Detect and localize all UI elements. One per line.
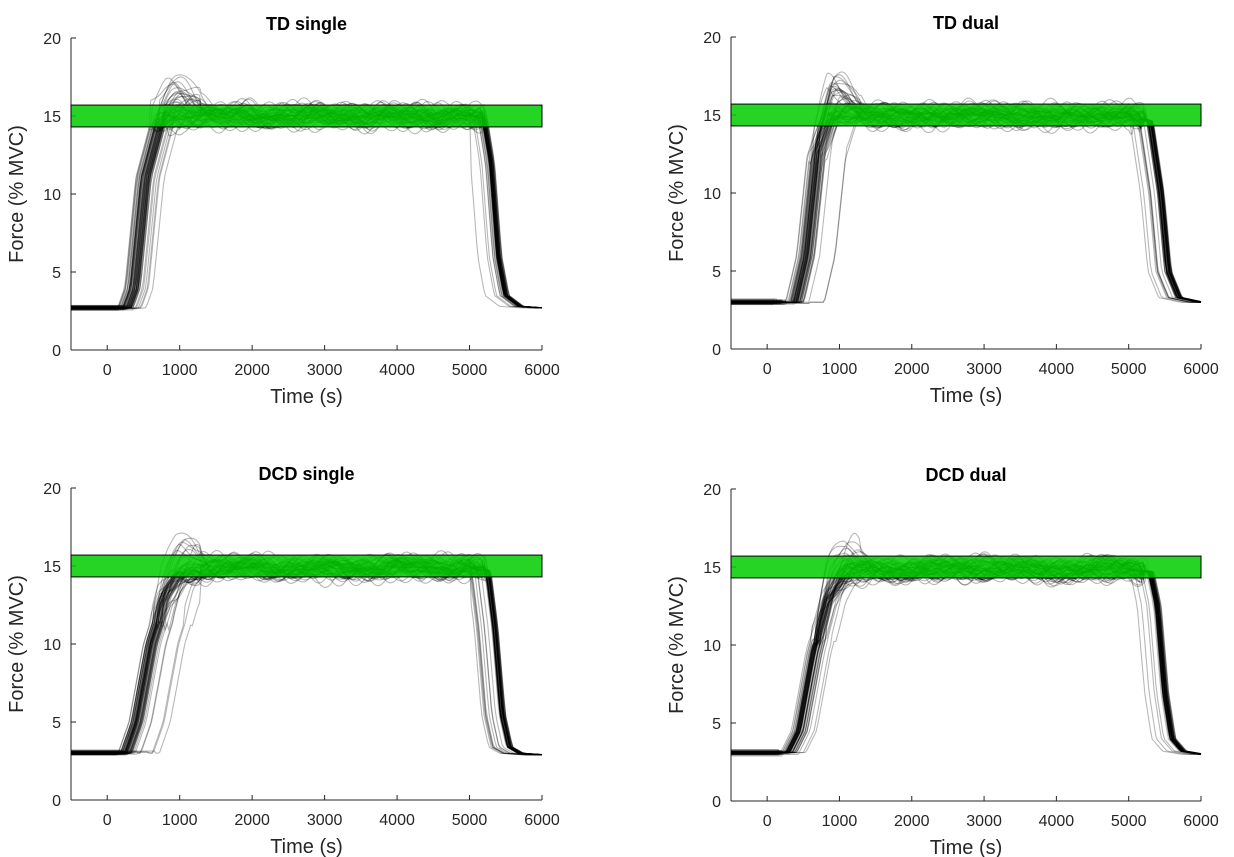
target-band bbox=[730, 103, 1202, 127]
chart-panel-1: 0 1000 2000 3000 4000 5000 6000 0 5 10 15 20 TD sing… bbox=[6, 14, 560, 408]
y-tick-label: 20 bbox=[703, 30, 721, 47]
x-tick-label: 4000 bbox=[1039, 813, 1075, 830]
x-tick-label: 0 bbox=[763, 361, 772, 378]
y-tick-label: 10 bbox=[43, 187, 61, 204]
y-tick-label: 10 bbox=[43, 637, 61, 654]
x-tick-label: 4000 bbox=[1039, 361, 1075, 378]
y-tick-label: 10 bbox=[703, 186, 721, 203]
chart-panel-3: 0 1000 2000 3000 4000 5000 6000 0 5 10 15 20 DCD sin… bbox=[6, 464, 560, 857]
x-tick-label: 2000 bbox=[894, 361, 930, 378]
force-trace bbox=[731, 562, 1202, 755]
y-tick-label: 5 bbox=[712, 716, 721, 733]
x-tick-label: 3000 bbox=[966, 813, 1002, 830]
x-tick-label: 4000 bbox=[379, 362, 415, 379]
chart-title: TD dual bbox=[933, 13, 999, 33]
x-tick-label: 6000 bbox=[1183, 813, 1219, 830]
chart-title: DCD dual bbox=[926, 465, 1007, 485]
y-tick-label: 5 bbox=[52, 265, 61, 282]
y-axis-label: Force (% MVC) bbox=[6, 125, 28, 263]
x-tick-label: 3000 bbox=[307, 362, 343, 379]
y-tick-label: 20 bbox=[43, 481, 61, 498]
x-tick-label: 0 bbox=[103, 812, 112, 829]
y-tick-label: 10 bbox=[703, 638, 721, 655]
target-band bbox=[70, 104, 543, 128]
x-tick-label: 6000 bbox=[524, 362, 560, 379]
y-tick-label: 20 bbox=[703, 482, 721, 499]
x-tick-label: 1000 bbox=[162, 362, 198, 379]
x-tick-label: 3000 bbox=[307, 812, 343, 829]
x-tick-label: 3000 bbox=[966, 361, 1002, 378]
x-tick-label: 1000 bbox=[162, 812, 198, 829]
target-band bbox=[70, 554, 543, 578]
y-tick-label: 15 bbox=[43, 109, 61, 126]
x-tick-label: 5000 bbox=[1111, 813, 1147, 830]
y-axis-label: Force (% MVC) bbox=[666, 576, 688, 714]
x-tick-label: 1000 bbox=[822, 813, 858, 830]
y-tick-label: 0 bbox=[52, 793, 61, 810]
chart-title: TD single bbox=[266, 14, 347, 34]
x-tick-label: 6000 bbox=[1183, 361, 1219, 378]
chart-panel-2: 0 1000 2000 3000 4000 5000 6000 0 5 10 15 20 TD dual… bbox=[666, 13, 1219, 407]
x-axis-label: Time (s) bbox=[930, 385, 1003, 407]
chart-panel-4: 0 1000 2000 3000 4000 5000 6000 0 5 10 15 20 DCD dua… bbox=[666, 465, 1219, 857]
x-axis-label: Time (s) bbox=[270, 386, 343, 408]
x-tick-label: 1000 bbox=[822, 361, 858, 378]
y-axis-label: Force (% MVC) bbox=[666, 124, 688, 262]
y-tick-label: 15 bbox=[703, 560, 721, 577]
y-axis-label: Force (% MVC) bbox=[6, 575, 28, 713]
x-tick-label: 5000 bbox=[452, 362, 488, 379]
y-tick-label: 20 bbox=[43, 31, 61, 48]
x-tick-label: 5000 bbox=[1111, 361, 1147, 378]
y-tick-label: 0 bbox=[52, 343, 61, 360]
chart-title: DCD single bbox=[258, 464, 354, 484]
y-tick-label: 0 bbox=[712, 342, 721, 359]
y-tick-label: 0 bbox=[712, 794, 721, 811]
y-tick-label: 5 bbox=[52, 715, 61, 732]
x-tick-label: 0 bbox=[103, 362, 112, 379]
y-tick-label: 15 bbox=[43, 559, 61, 576]
y-tick-label: 15 bbox=[703, 108, 721, 125]
x-tick-label: 6000 bbox=[524, 812, 560, 829]
x-tick-label: 4000 bbox=[379, 812, 415, 829]
x-tick-label: 2000 bbox=[894, 813, 930, 830]
y-tick-label: 5 bbox=[712, 264, 721, 281]
x-tick-label: 0 bbox=[763, 813, 772, 830]
x-axis-label: Time (s) bbox=[270, 836, 343, 857]
x-axis-label: Time (s) bbox=[930, 837, 1003, 857]
x-tick-label: 2000 bbox=[234, 812, 270, 829]
x-tick-label: 5000 bbox=[452, 812, 488, 829]
x-tick-label: 2000 bbox=[234, 362, 270, 379]
target-band bbox=[730, 555, 1202, 579]
